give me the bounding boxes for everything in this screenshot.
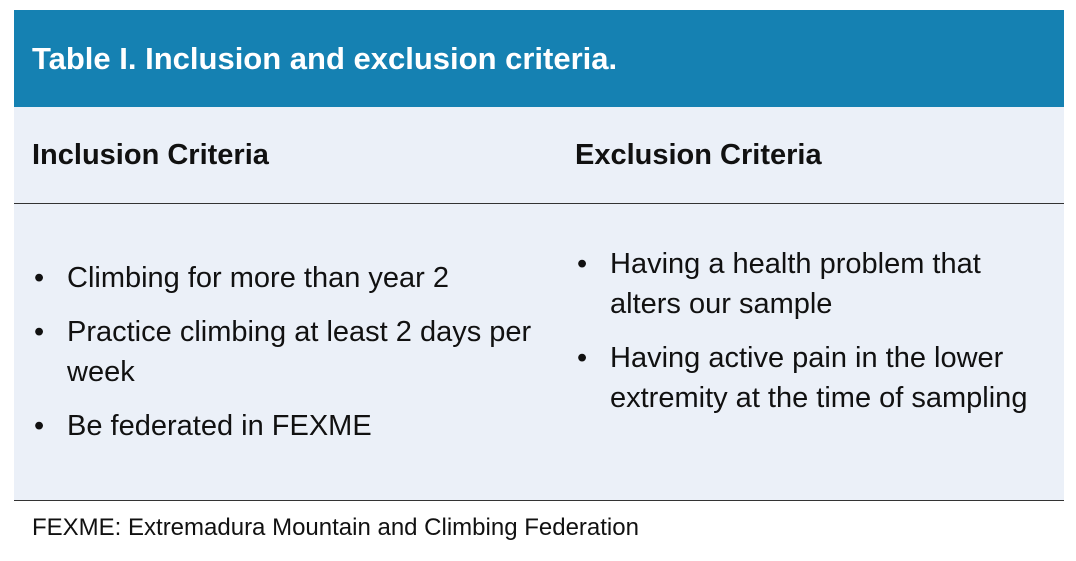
list-item: Practice climbing at least 2 days per we… (32, 312, 552, 392)
list-item: Be federated in FEXME (32, 406, 552, 446)
exclusion-list: Having a health problem that alters our … (575, 244, 1055, 432)
column-header-row: Inclusion Criteria Exclusion Criteria (14, 107, 1064, 204)
list-item: Having a health problem that alters our … (575, 244, 1055, 324)
list-item: Climbing for more than year 2 (32, 258, 552, 298)
table-title: Table I. Inclusion and exclusion criteri… (14, 10, 1064, 107)
column-header-inclusion: Inclusion Criteria (32, 139, 269, 171)
column-header-exclusion: Exclusion Criteria (575, 139, 822, 171)
table-footnote: FEXME: Extremadura Mountain and Climbing… (32, 514, 639, 541)
table-body-row: Climbing for more than year 2 Practice c… (14, 204, 1064, 501)
inclusion-list: Climbing for more than year 2 Practice c… (32, 258, 552, 460)
list-item: Having active pain in the lower extremit… (575, 338, 1055, 418)
